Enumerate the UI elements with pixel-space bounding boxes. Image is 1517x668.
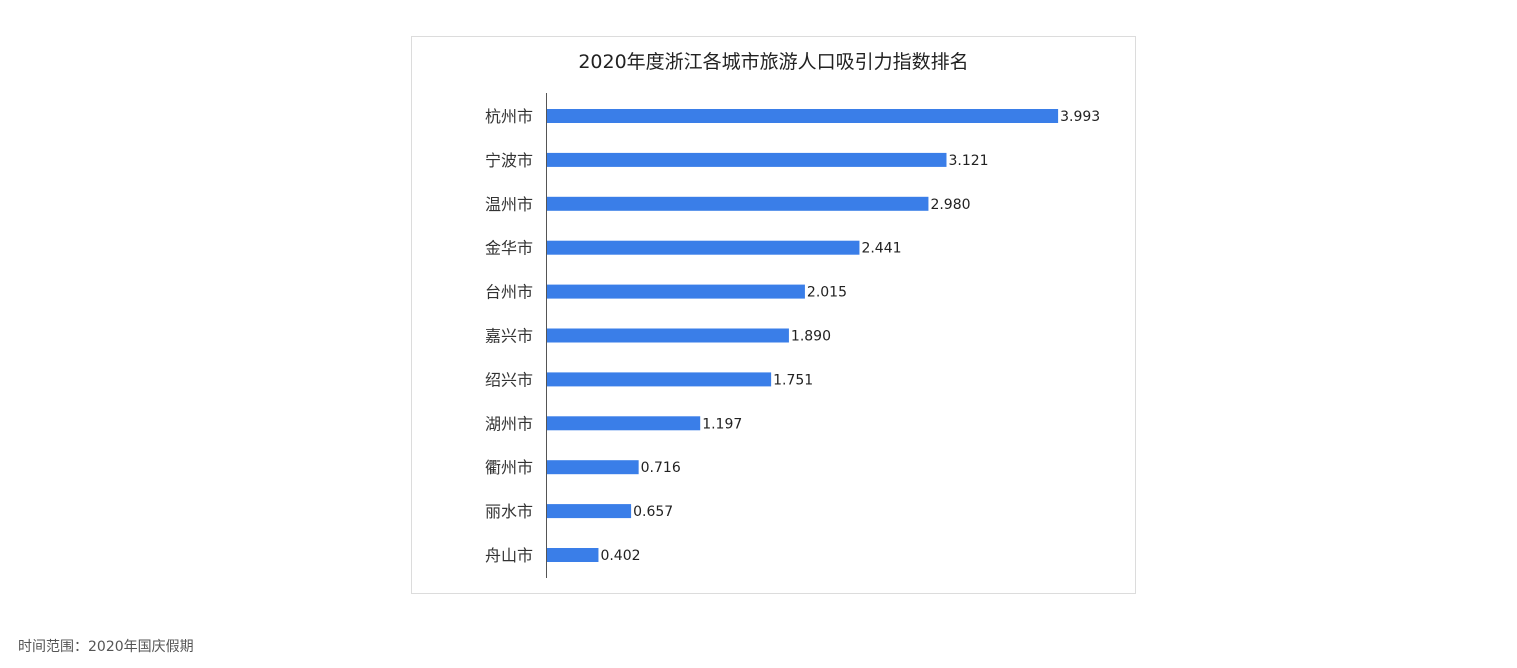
bar: [547, 372, 772, 387]
bar: [547, 284, 805, 299]
value-label: 0.657: [633, 504, 673, 520]
value-label: 1.751: [773, 372, 813, 388]
category-label: 绍兴市: [485, 370, 533, 389]
value-label: 3.993: [1060, 109, 1100, 125]
bar: [547, 548, 599, 562]
bar: [547, 196, 929, 211]
chart-frame: 2020年度浙江各城市旅游人口吸引力指数排名 杭州市 3.993 宁波市 3.121 温…: [411, 36, 1136, 594]
bar-chart: 2020年度浙江各城市旅游人口吸引力指数排名 杭州市 3.993 宁波市 3.121 温…: [485, 51, 1100, 578]
category-label: 丽水市: [485, 502, 533, 521]
category-label: 杭州市: [485, 107, 533, 126]
category-label: 温州市: [485, 195, 533, 214]
category-label: 舟山市: [485, 546, 533, 565]
value-label: 1.197: [702, 416, 742, 432]
category-label: 金华市: [485, 239, 533, 258]
value-label: 3.121: [948, 153, 988, 169]
bar: [547, 460, 639, 475]
bar: [547, 152, 947, 167]
category-label: 台州市: [485, 283, 533, 302]
value-label: 0.402: [600, 548, 640, 564]
bar: [547, 109, 1059, 123]
category-label: 嘉兴市: [485, 327, 533, 346]
category-label: 宁波市: [485, 151, 533, 170]
bar: [547, 504, 632, 519]
footnote: 时间范围：2020年国庆假期: [18, 639, 194, 655]
bar: [547, 416, 701, 431]
value-label: 2.980: [930, 197, 970, 213]
bars-layer: 杭州市 3.993 宁波市 3.121 温州市 2.980 金华市 2.441 台州市 2.015…: [485, 107, 1100, 565]
value-label: 2.015: [807, 285, 847, 301]
value-label: 0.716: [641, 460, 681, 476]
value-label: 2.441: [861, 241, 901, 257]
category-label: 湖州市: [485, 414, 533, 433]
bar: [547, 328, 789, 343]
category-label: 衢州市: [485, 458, 533, 477]
chart-title: 2020年度浙江各城市旅游人口吸引力指数排名: [578, 51, 968, 73]
bar: [547, 240, 860, 255]
value-label: 1.890: [791, 329, 831, 345]
